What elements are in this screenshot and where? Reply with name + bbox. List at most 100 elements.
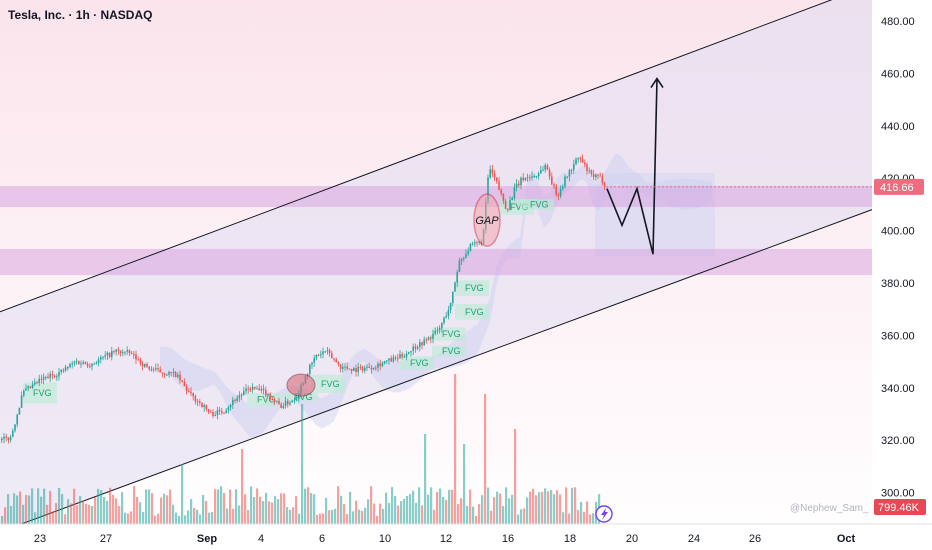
volume-bar — [202, 494, 205, 524]
volume-bar — [106, 500, 109, 524]
candle — [335, 359, 337, 363]
volume-bar — [337, 486, 340, 524]
fvg-label: FVG — [410, 358, 429, 368]
candle — [84, 362, 87, 364]
volume-bar — [574, 487, 577, 524]
candle — [388, 358, 390, 361]
volume-bar — [436, 492, 439, 524]
fvg-box: FVG — [400, 356, 434, 370]
volume-bar — [97, 488, 100, 524]
candle — [414, 346, 417, 349]
candle — [133, 354, 135, 356]
volume-bar — [499, 493, 502, 524]
candle — [599, 175, 601, 177]
y-tick-label: 300.00 — [881, 488, 915, 500]
fvg-area — [400, 356, 434, 370]
candle — [588, 170, 590, 172]
volume-bar — [448, 489, 451, 524]
volume-bar — [148, 489, 151, 524]
volume-bar — [61, 494, 64, 524]
candle — [36, 382, 38, 384]
candle — [423, 339, 425, 346]
volume-bar — [31, 488, 34, 524]
candle — [498, 181, 500, 190]
candle — [372, 367, 375, 370]
candle — [533, 176, 535, 178]
volume-bar — [133, 486, 136, 524]
candle — [20, 395, 23, 408]
candle — [7, 437, 10, 441]
volume-bar — [10, 506, 13, 524]
candle — [542, 169, 544, 171]
candle — [515, 183, 518, 188]
candle — [205, 405, 208, 410]
volume-bar — [319, 513, 322, 524]
candle — [56, 376, 58, 378]
channel-lower-line — [0, 209, 873, 533]
candle — [31, 384, 34, 388]
candle — [203, 405, 205, 408]
candle — [256, 388, 258, 390]
volume-bar — [169, 489, 172, 524]
volume-bar — [358, 509, 361, 524]
fvg-box: FVG — [520, 199, 554, 210]
fvg-label: FVG — [294, 392, 313, 402]
volume-bar — [553, 494, 556, 524]
candle — [144, 363, 146, 367]
volume-bar — [124, 512, 127, 524]
candle — [122, 352, 124, 354]
volume-bar — [457, 504, 460, 524]
volume-bar — [550, 490, 553, 524]
candle — [456, 271, 458, 283]
candle — [337, 362, 340, 365]
candle — [227, 407, 230, 411]
volume-bar — [139, 502, 142, 524]
candle — [45, 376, 47, 378]
candle — [185, 386, 188, 391]
candle — [137, 359, 139, 361]
candles — [1, 154, 606, 444]
channel-upper-line — [0, 0, 833, 313]
volume-bar — [34, 512, 37, 524]
volume-bar — [538, 492, 541, 524]
candle — [62, 369, 65, 371]
candle — [392, 357, 395, 362]
volume-bar — [256, 488, 259, 524]
volume-bar — [253, 497, 256, 524]
candle — [115, 349, 117, 352]
candle — [403, 356, 406, 358]
candle — [454, 282, 456, 292]
volume-bar — [307, 487, 310, 524]
candle — [577, 158, 579, 160]
candle — [394, 357, 397, 359]
volume-bar — [226, 508, 229, 524]
volume-bar — [391, 487, 394, 524]
candle — [443, 317, 445, 324]
candle — [579, 158, 582, 160]
candle — [229, 404, 232, 408]
volume-bar — [439, 488, 442, 524]
fvg-label: FVG — [530, 199, 549, 209]
volume-bar — [385, 492, 388, 524]
candle — [196, 401, 199, 403]
volume-bar — [487, 487, 490, 524]
volume-bar — [196, 509, 199, 524]
volume-bar — [328, 510, 331, 524]
candle — [289, 402, 291, 405]
candle — [278, 400, 280, 405]
candle — [368, 366, 370, 369]
candle — [218, 410, 221, 412]
volume-bar — [37, 488, 40, 524]
candle — [141, 363, 144, 367]
candle — [520, 177, 522, 186]
fvg-label: FVG — [465, 283, 484, 293]
candle — [40, 378, 43, 380]
candle — [595, 174, 597, 177]
volume-bar — [472, 506, 475, 524]
x-tick-label: Sep — [197, 533, 217, 545]
candle — [216, 410, 219, 416]
fvg-label: FVG — [33, 388, 52, 398]
candle — [339, 364, 342, 369]
volume-bar — [208, 512, 211, 524]
